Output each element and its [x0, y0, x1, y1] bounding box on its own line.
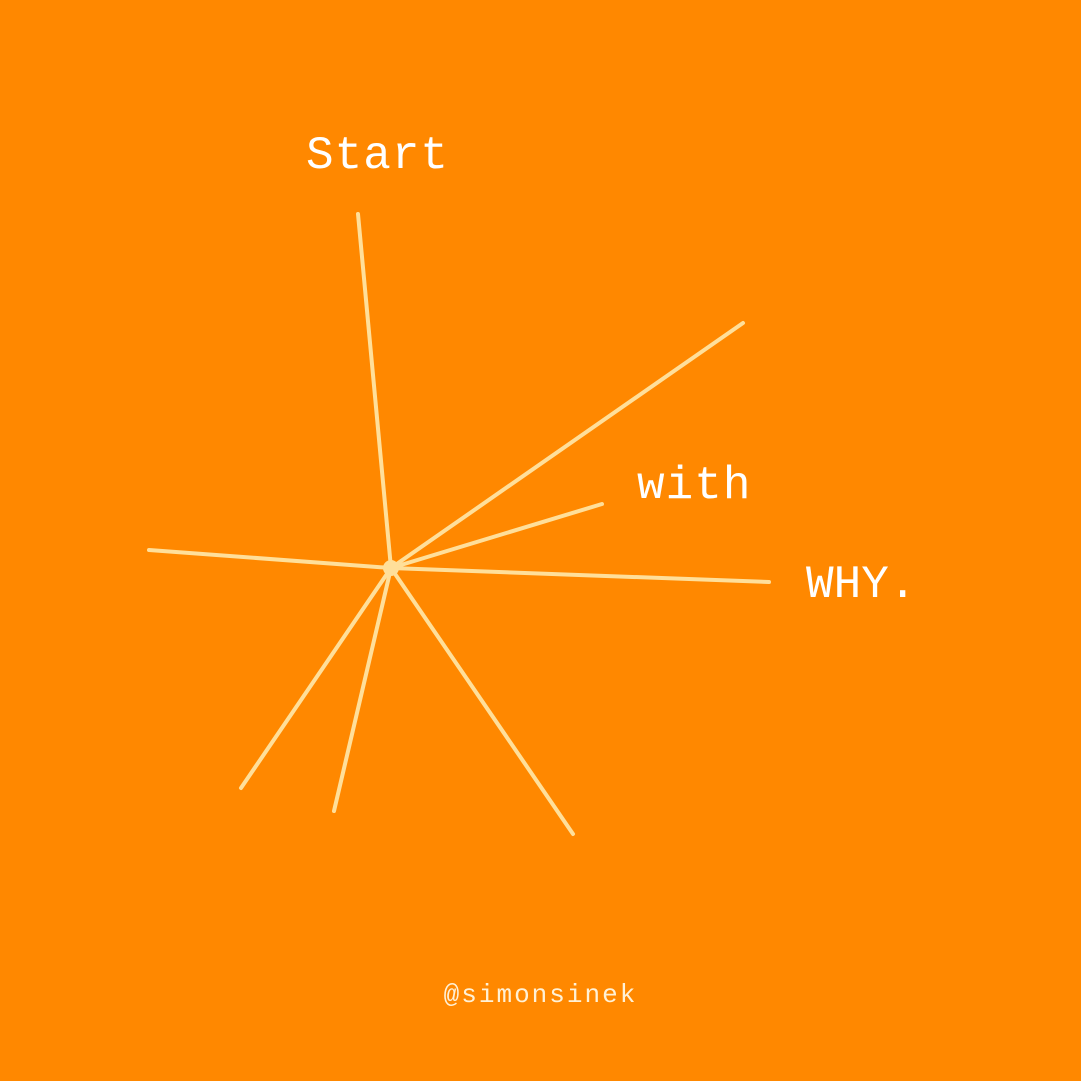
- burst-line-upper-right: [389, 321, 745, 570]
- burst-line-lower-left: [239, 566, 393, 790]
- burst-line-up: [356, 212, 393, 570]
- burst-center-dot: [383, 560, 399, 576]
- word-start: Start: [306, 130, 450, 182]
- word-with: with: [637, 460, 752, 512]
- burst-line-lower-right: [389, 566, 575, 836]
- author-handle: @simonsinek: [443, 980, 638, 1010]
- burst-line-left: [147, 548, 393, 570]
- word-why: WHY.: [806, 559, 917, 611]
- burst-line-down: [332, 566, 393, 813]
- burst-line-why: [389, 566, 771, 584]
- burst-line-with: [389, 502, 604, 570]
